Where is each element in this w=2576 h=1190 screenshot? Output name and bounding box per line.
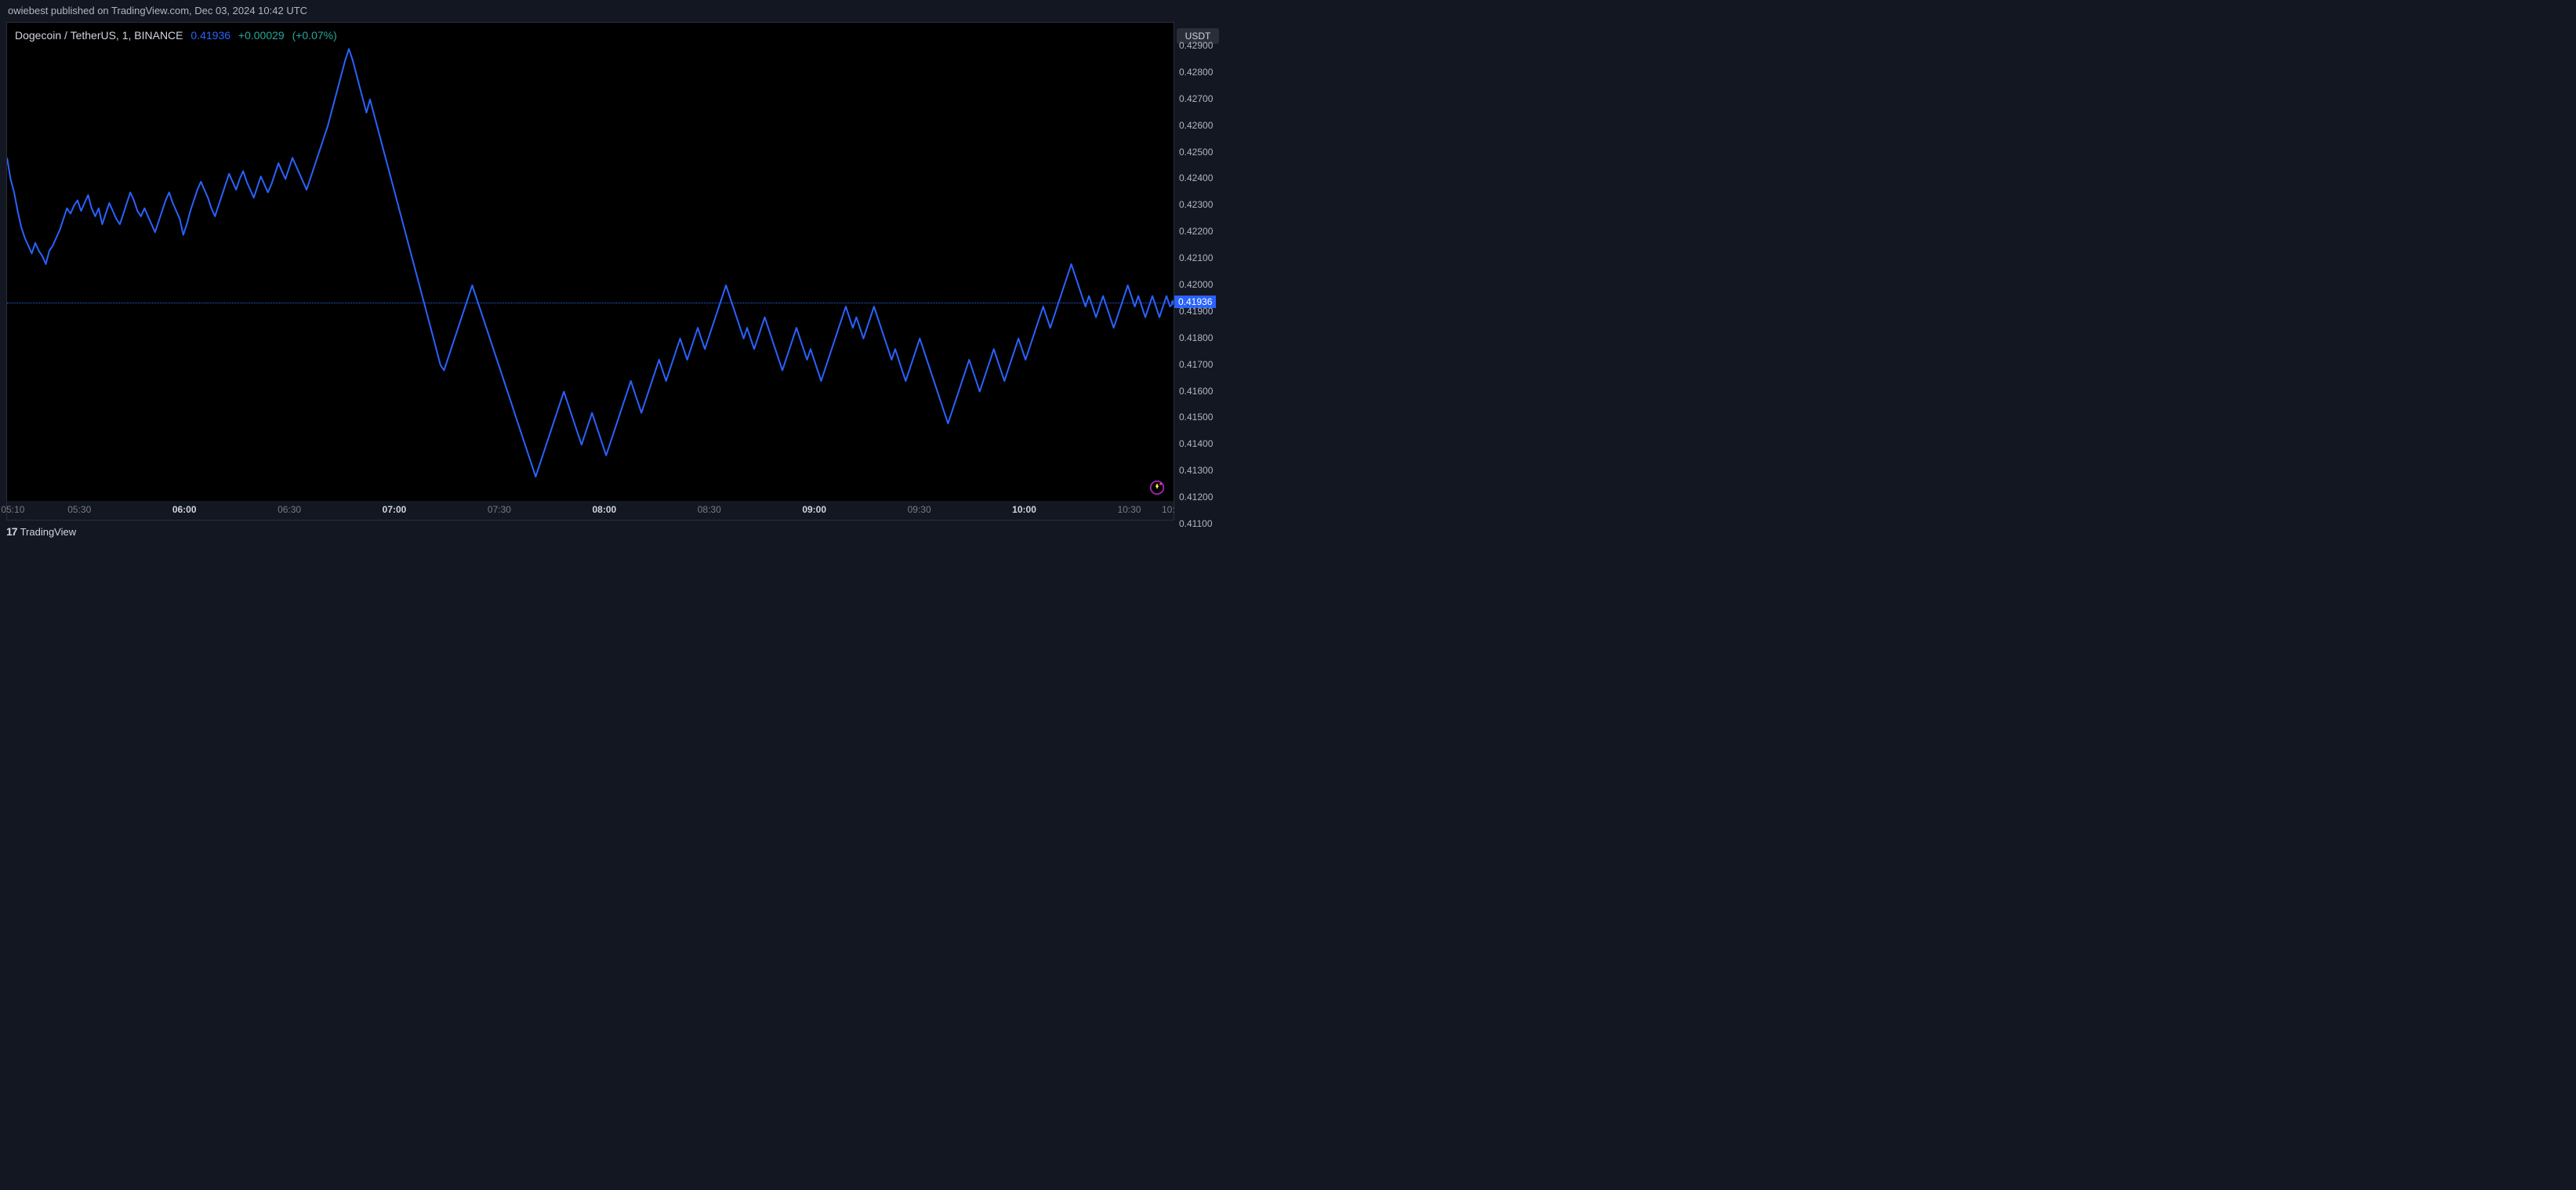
price-tick: 0.42400 <box>1179 172 1213 183</box>
time-tick: 08:30 <box>698 504 721 515</box>
price-tick: 0.41300 <box>1179 465 1213 476</box>
price-tick: 0.41500 <box>1179 412 1213 423</box>
price-tick: 0.42200 <box>1179 226 1213 237</box>
snapshot-icon[interactable] <box>1148 479 1166 496</box>
price-change-pct: (+0.07%) <box>292 29 337 42</box>
time-tick: 06:30 <box>278 504 301 515</box>
last-price: 0.41936 <box>190 29 230 42</box>
price-tick: 0.42000 <box>1179 279 1213 290</box>
main-chart-area: Dogecoin / TetherUS, 1, BINANCE 0.41936 … <box>0 22 1223 521</box>
price-tick: 0.42600 <box>1179 120 1213 131</box>
price-tick: 0.41100 <box>1179 518 1213 529</box>
time-tick: 08:00 <box>592 504 616 515</box>
publish-text: owiebest published on TradingView.com, D… <box>8 5 307 16</box>
symbol-label[interactable]: Dogecoin / TetherUS, 1, BINANCE <box>15 29 183 42</box>
price-tick: 0.42700 <box>1179 93 1213 104</box>
time-tick: 09:30 <box>908 504 931 515</box>
time-tick: 05:30 <box>67 504 91 515</box>
time-tick: 06:00 <box>172 504 197 515</box>
time-axis[interactable]: 05:1005:3006:0006:3007:0007:3008:0008:30… <box>7 501 1174 520</box>
price-tick: 0.41900 <box>1179 306 1213 317</box>
price-tick: 0.42500 <box>1179 147 1213 158</box>
time-tick: 10:30 <box>1117 504 1141 515</box>
price-tick: 0.42100 <box>1179 252 1213 263</box>
price-tick: 0.42900 <box>1179 40 1213 51</box>
publish-header: owiebest published on TradingView.com, D… <box>0 0 1223 22</box>
tradingview-logo-icon[interactable]: 17 <box>6 525 17 538</box>
time-tick: 09:00 <box>802 504 826 515</box>
price-tick: 0.41200 <box>1179 492 1213 502</box>
price-tick: 0.41700 <box>1179 359 1213 370</box>
time-tick: 07:00 <box>383 504 407 515</box>
price-tick: 0.41600 <box>1179 386 1213 397</box>
price-tick: 0.41400 <box>1179 438 1213 449</box>
price-axis[interactable]: USDT 0.41936 0.429000.428000.427000.4260… <box>1174 22 1221 521</box>
chart-symbol-header: Dogecoin / TetherUS, 1, BINANCE 0.41936 … <box>15 29 337 42</box>
price-line-chart[interactable] <box>7 23 1174 524</box>
brand-text[interactable]: TradingView <box>20 526 77 538</box>
price-tick: 0.42800 <box>1179 67 1213 78</box>
price-tick: 0.41800 <box>1179 332 1213 343</box>
time-tick: 07:30 <box>488 504 511 515</box>
price-change-abs: +0.00029 <box>238 29 285 42</box>
time-tick: 05:10 <box>1 504 24 515</box>
time-tick: 10:00 <box>1012 504 1036 515</box>
price-tick: 0.42300 <box>1179 199 1213 210</box>
chart-container[interactable]: Dogecoin / TetherUS, 1, BINANCE 0.41936 … <box>6 22 1174 521</box>
